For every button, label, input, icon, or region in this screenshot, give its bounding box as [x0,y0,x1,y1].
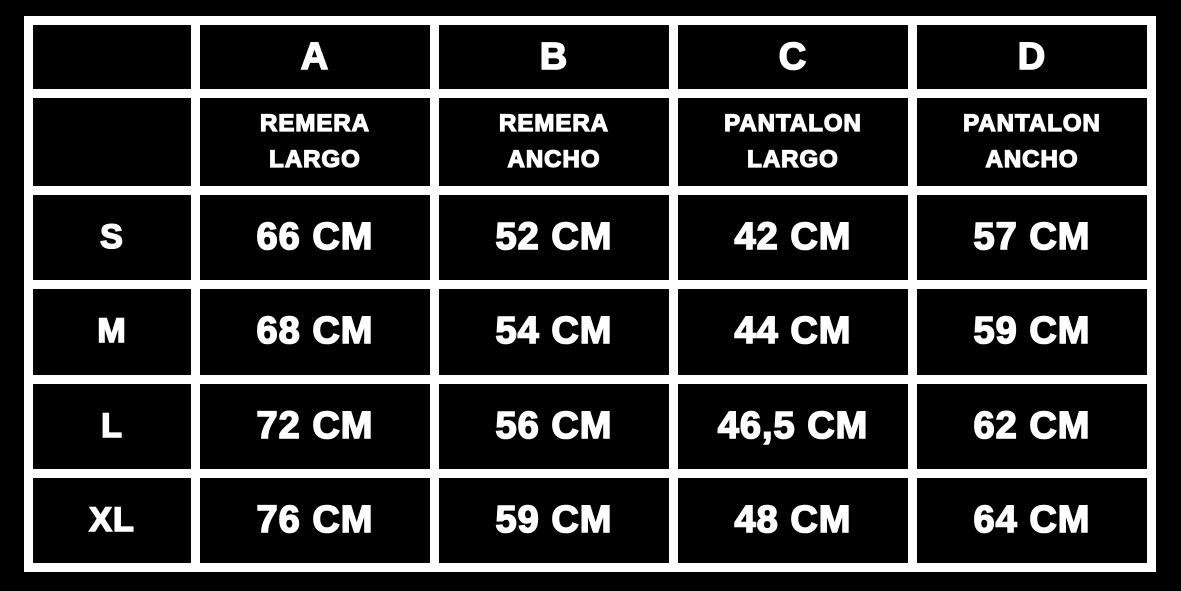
column-letter-c: C [678,25,908,89]
column-letter-d: D [917,25,1147,89]
measurement-cell: 59 CM [917,289,1147,375]
size-chart: A B C D REMERA LARGO REMERA ANCHO PANTAL… [24,16,1156,572]
corner-cell-names [33,98,191,186]
measurement-cell: 68 CM [200,289,430,375]
column-letter-b: B [439,25,669,89]
measurement-cell: 72 CM [200,383,430,469]
size-label-m: M [33,289,191,375]
measurement-cell: 52 CM [439,195,669,281]
measurement-cell: 76 CM [200,477,430,563]
measurement-cell: 62 CM [917,383,1147,469]
corner-cell-letters [33,25,191,89]
column-name-pantalon-largo: PANTALON LARGO [678,98,908,186]
measurement-cell: 42 CM [678,195,908,281]
column-name-remera-largo: REMERA LARGO [200,98,430,186]
column-letter-a: A [200,25,430,89]
measurement-cell: 46,5 CM [678,383,908,469]
measurement-cell: 64 CM [917,477,1147,563]
column-name-pantalon-ancho: PANTALON ANCHO [917,98,1147,186]
size-chart-table: A B C D REMERA LARGO REMERA ANCHO PANTAL… [24,16,1156,572]
measurement-cell: 57 CM [917,195,1147,281]
measurement-cell: 48 CM [678,477,908,563]
measurement-cell: 66 CM [200,195,430,281]
measurement-cell: 44 CM [678,289,908,375]
measurement-cell: 59 CM [439,477,669,563]
size-label-l: L [33,383,191,469]
measurement-cell: 56 CM [439,383,669,469]
size-label-s: S [33,195,191,281]
size-label-xl: XL [33,477,191,563]
column-name-remera-ancho: REMERA ANCHO [439,98,669,186]
measurement-cell: 54 CM [439,289,669,375]
